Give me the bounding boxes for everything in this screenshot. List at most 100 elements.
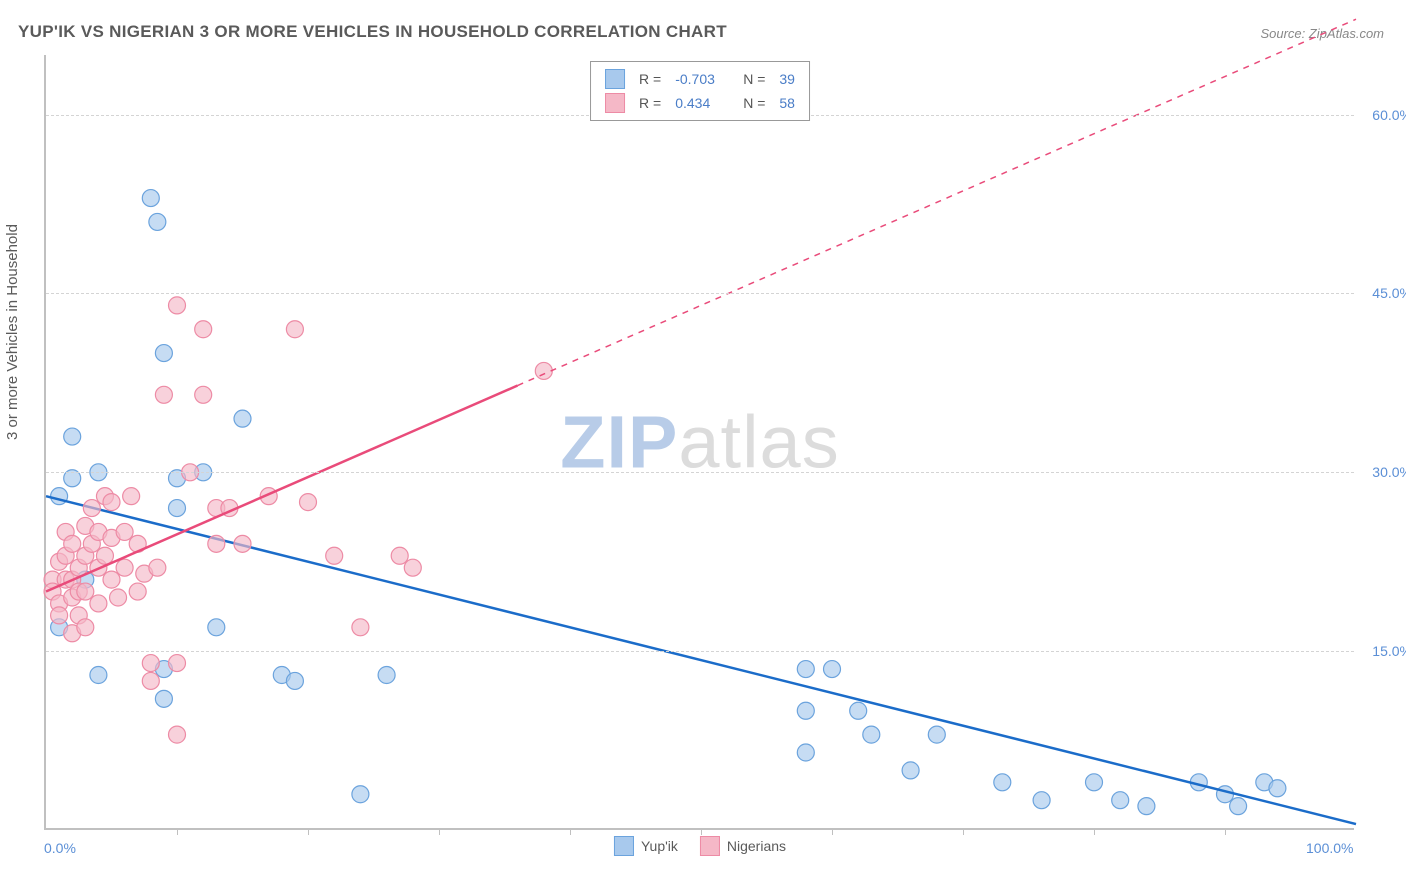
data-point <box>123 488 140 505</box>
data-point <box>155 690 172 707</box>
data-point <box>142 672 159 689</box>
y-tick-label: 15.0% <box>1372 643 1406 659</box>
data-point <box>142 190 159 207</box>
x-minor-tick <box>1225 828 1226 835</box>
data-point <box>928 726 945 743</box>
legend-series-item: Yup'ik <box>614 836 678 856</box>
legend-swatch <box>700 836 720 856</box>
legend-n-label: N = <box>743 95 765 111</box>
data-point <box>51 607 68 624</box>
legend-swatch <box>614 836 634 856</box>
data-point <box>96 547 113 564</box>
data-point <box>850 702 867 719</box>
legend-n-value: 58 <box>779 95 795 111</box>
data-point <box>1138 798 1155 815</box>
data-point <box>378 667 395 684</box>
data-point <box>797 744 814 761</box>
data-point <box>90 595 107 612</box>
x-minor-tick <box>439 828 440 835</box>
y-axis-label: 3 or more Vehicles in Household <box>4 224 21 440</box>
data-point <box>169 726 186 743</box>
x-tick-label: 0.0% <box>44 840 76 856</box>
legend-r-value: 0.434 <box>675 95 729 111</box>
x-minor-tick <box>570 828 571 835</box>
plot-area: ZIPatlas R = -0.703N = 39R = 0.434N = 58… <box>44 55 1354 830</box>
data-point <box>195 321 212 338</box>
legend-swatch <box>605 93 625 113</box>
data-point <box>155 345 172 362</box>
data-point <box>155 386 172 403</box>
scatter-plot <box>46 55 1354 828</box>
data-point <box>902 762 919 779</box>
legend-swatch <box>605 69 625 89</box>
data-point <box>824 661 841 678</box>
regression-line <box>46 386 518 592</box>
data-point <box>797 661 814 678</box>
data-point <box>208 535 225 552</box>
data-point <box>208 619 225 636</box>
x-minor-tick <box>1094 828 1095 835</box>
data-point <box>391 547 408 564</box>
legend-series-label: Yup'ik <box>641 838 678 854</box>
legend-n-label: N = <box>743 71 765 87</box>
data-point <box>90 667 107 684</box>
data-point <box>300 494 317 511</box>
x-minor-tick <box>308 828 309 835</box>
data-point <box>116 559 133 576</box>
data-point <box>1217 786 1234 803</box>
legend-n-value: 39 <box>779 71 795 87</box>
x-tick-label: 100.0% <box>1306 840 1353 856</box>
gridline <box>46 651 1354 652</box>
data-point <box>83 500 100 517</box>
data-point <box>1269 780 1286 797</box>
data-point <box>103 571 120 588</box>
data-point <box>863 726 880 743</box>
x-minor-tick <box>701 828 702 835</box>
legend-series-item: Nigerians <box>700 836 786 856</box>
data-point <box>110 589 127 606</box>
data-point <box>1086 774 1103 791</box>
x-minor-tick <box>177 828 178 835</box>
legend-stats-row: R = 0.434 N = 58 <box>605 91 795 115</box>
legend-stats-row: R = -0.703 N = 39 <box>605 67 795 91</box>
gridline <box>46 293 1354 294</box>
data-point <box>149 213 166 230</box>
data-point <box>169 297 186 314</box>
gridline <box>46 472 1354 473</box>
legend-stats: R = -0.703 N = 39 R = 0.434 N = 58 <box>590 61 810 121</box>
data-point <box>116 523 133 540</box>
y-tick-label: 60.0% <box>1372 107 1406 123</box>
data-point <box>129 583 146 600</box>
data-point <box>994 774 1011 791</box>
legend-r-label: R = <box>639 71 661 87</box>
data-point <box>195 386 212 403</box>
data-point <box>1230 798 1247 815</box>
data-point <box>286 672 303 689</box>
data-point <box>535 362 552 379</box>
data-point <box>1033 792 1050 809</box>
y-tick-label: 30.0% <box>1372 464 1406 480</box>
data-point <box>1112 792 1129 809</box>
data-point <box>797 702 814 719</box>
data-point <box>286 321 303 338</box>
legend-r-value: -0.703 <box>675 71 729 87</box>
data-point <box>234 535 251 552</box>
data-point <box>149 559 166 576</box>
chart-title: YUP'IK VS NIGERIAN 3 OR MORE VEHICLES IN… <box>18 22 727 42</box>
data-point <box>326 547 343 564</box>
data-point <box>103 494 120 511</box>
legend-r-label: R = <box>639 95 661 111</box>
data-point <box>234 410 251 427</box>
x-minor-tick <box>832 828 833 835</box>
x-minor-tick <box>963 828 964 835</box>
legend-series-label: Nigerians <box>727 838 786 854</box>
data-point <box>142 655 159 672</box>
data-point <box>77 619 94 636</box>
data-point <box>77 583 94 600</box>
data-point <box>352 619 369 636</box>
data-point <box>352 786 369 803</box>
legend-series: Yup'ik Nigerians <box>614 836 786 856</box>
data-point <box>64 428 81 445</box>
data-point <box>169 655 186 672</box>
data-point <box>169 500 186 517</box>
